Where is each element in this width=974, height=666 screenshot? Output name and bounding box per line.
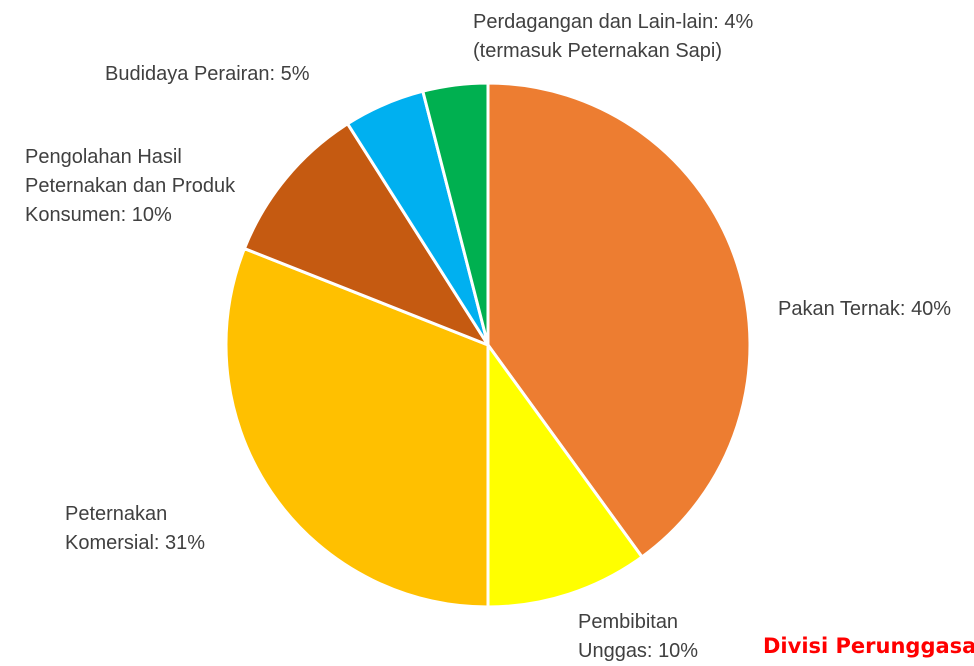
- value-label: 10%: [658, 640, 699, 662]
- slice-label: Budidaya Perairan: 5%: [105, 60, 425, 89]
- pie-slice: [224, 246, 490, 609]
- slice-label: Pembibitan Unggas: 10%: [578, 608, 728, 666]
- slice-label: Peternakan Komersial: 31%: [65, 500, 265, 558]
- pie-slice: [242, 121, 492, 349]
- value-label: 31%: [165, 532, 206, 554]
- category-name: Pengolahan Hasil Peternakan dan Produk K…: [25, 146, 236, 226]
- pie-slice: [486, 340, 645, 609]
- slice-label: Perdagangan dan Lain-lain: 4% (termasuk P…: [473, 8, 893, 66]
- annotation: (termasuk Peternakan Sapi): [473, 40, 723, 62]
- value-label: 4%: [724, 11, 754, 33]
- slice-label: Pengolahan Hasil Peternakan dan Produk K…: [25, 143, 265, 230]
- slice-label: Pakan Ternak: 40%: [778, 295, 968, 324]
- pie-slice: [486, 81, 752, 560]
- category-name: Budidaya Perairan:: [105, 63, 276, 85]
- value-label: 40%: [911, 298, 952, 320]
- value-label: 5%: [280, 63, 310, 85]
- category-name: Pakan Ternak:: [778, 298, 906, 320]
- footer-label: Divisi Perunggasan: [763, 634, 974, 658]
- pie-slice: [421, 81, 490, 346]
- category-name: Peternakan Komersial:: [65, 503, 168, 554]
- category-name: Pembibitan Unggas:: [578, 611, 679, 662]
- value-label: 10%: [131, 204, 172, 226]
- category-name: Perdagangan dan Lain-lain:: [473, 11, 719, 33]
